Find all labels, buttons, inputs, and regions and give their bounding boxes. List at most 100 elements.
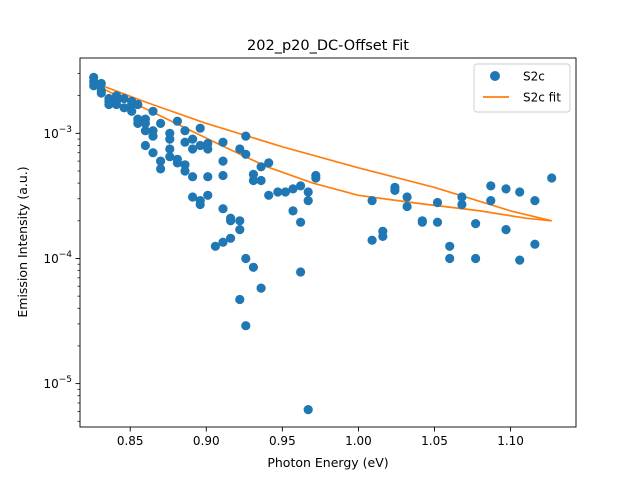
data-point bbox=[248, 175, 258, 186]
data-point bbox=[273, 187, 283, 197]
data-point bbox=[133, 118, 143, 128]
data-point bbox=[264, 158, 274, 168]
data-point bbox=[432, 217, 443, 227]
legend-box bbox=[473, 63, 571, 113]
data-point bbox=[133, 99, 143, 110]
legend: S2c S2c fit bbox=[473, 63, 571, 113]
data-point bbox=[457, 192, 467, 202]
data-point bbox=[471, 219, 481, 229]
data-point bbox=[226, 216, 236, 226]
x-tick-label: 0.85 bbox=[117, 434, 144, 448]
data-point bbox=[165, 134, 175, 144]
data-point bbox=[104, 99, 114, 110]
axes-frame bbox=[79, 57, 577, 428]
data-point bbox=[172, 116, 182, 126]
fit-line-segment bbox=[93, 83, 552, 222]
data-point bbox=[148, 106, 158, 116]
y-tick-label: 10−4 bbox=[43, 250, 72, 266]
data-point bbox=[367, 235, 377, 245]
data-point bbox=[156, 118, 166, 128]
data-point bbox=[180, 126, 190, 136]
data-point bbox=[457, 199, 467, 210]
data-point bbox=[445, 253, 455, 264]
data-point bbox=[378, 231, 388, 241]
x-axis-label: Photon Energy (eV) bbox=[267, 455, 388, 470]
data-point bbox=[303, 196, 313, 206]
data-point bbox=[296, 181, 306, 191]
x-tick-label: 1.05 bbox=[421, 434, 448, 448]
fit-line-segment bbox=[93, 81, 552, 222]
data-point bbox=[96, 88, 106, 98]
data-point bbox=[264, 190, 274, 200]
data-point bbox=[417, 217, 427, 227]
data-point bbox=[311, 173, 321, 183]
data-point bbox=[172, 158, 182, 168]
data-point bbox=[241, 253, 251, 264]
plot-area bbox=[79, 57, 577, 428]
data-point bbox=[235, 144, 245, 154]
data-point bbox=[402, 192, 412, 202]
data-point bbox=[210, 241, 220, 251]
legend-label-s2c: S2c bbox=[523, 70, 545, 84]
data-point bbox=[148, 131, 158, 141]
data-point bbox=[367, 196, 377, 206]
data-point bbox=[241, 131, 251, 141]
data-point bbox=[303, 187, 313, 197]
y-tick-label: 10−5 bbox=[43, 375, 72, 391]
data-point bbox=[195, 123, 205, 133]
data-point bbox=[188, 144, 198, 154]
data-point bbox=[241, 149, 251, 159]
data-point bbox=[547, 173, 557, 183]
data-point bbox=[96, 78, 106, 89]
data-point bbox=[140, 118, 150, 128]
data-point bbox=[188, 192, 198, 202]
data-point bbox=[195, 140, 205, 151]
data-point bbox=[235, 294, 245, 305]
data-point bbox=[432, 197, 443, 208]
x-axis-ticks: 0.85 0.90 0.95 1.00 1.05 1.10 bbox=[117, 427, 524, 448]
data-point bbox=[188, 172, 198, 182]
data-point bbox=[218, 237, 228, 247]
data-points-layer bbox=[89, 72, 557, 415]
data-point bbox=[140, 140, 150, 151]
y-axis-label: Emission Intensity (a.u.) bbox=[15, 166, 30, 317]
data-point bbox=[203, 144, 213, 154]
data-point bbox=[218, 137, 228, 147]
y-axis-ticks: 10−5 10−4 10−3 bbox=[43, 73, 80, 422]
data-point bbox=[280, 187, 290, 197]
data-point bbox=[486, 196, 496, 206]
y-tick-label: 10−3 bbox=[43, 125, 72, 141]
data-point bbox=[203, 190, 213, 200]
data-point bbox=[111, 99, 122, 110]
data-point bbox=[445, 241, 455, 251]
data-point bbox=[218, 156, 228, 166]
data-point bbox=[530, 196, 540, 206]
data-point bbox=[486, 181, 496, 191]
data-point bbox=[530, 239, 540, 249]
data-point bbox=[248, 262, 258, 272]
chart-title: 202_p20_DC-Offset Fit bbox=[247, 38, 409, 54]
data-point bbox=[515, 255, 525, 265]
data-point bbox=[156, 156, 166, 166]
data-point bbox=[515, 187, 525, 197]
x-tick-label: 1.10 bbox=[497, 434, 524, 448]
data-point bbox=[165, 144, 175, 154]
data-point bbox=[288, 206, 298, 216]
data-point bbox=[288, 184, 298, 194]
data-point bbox=[89, 81, 99, 91]
data-point bbox=[256, 162, 266, 172]
data-point bbox=[119, 93, 129, 104]
data-point bbox=[180, 166, 190, 176]
data-point bbox=[235, 225, 245, 235]
data-point bbox=[218, 170, 228, 181]
data-point bbox=[501, 225, 511, 235]
data-point bbox=[235, 216, 245, 226]
data-point bbox=[471, 253, 481, 264]
data-point bbox=[303, 405, 313, 415]
data-point bbox=[256, 283, 266, 293]
data-point bbox=[195, 199, 205, 210]
fit-line-layer bbox=[93, 81, 552, 222]
legend-marker-s2c bbox=[490, 71, 500, 81]
data-point bbox=[140, 126, 150, 136]
